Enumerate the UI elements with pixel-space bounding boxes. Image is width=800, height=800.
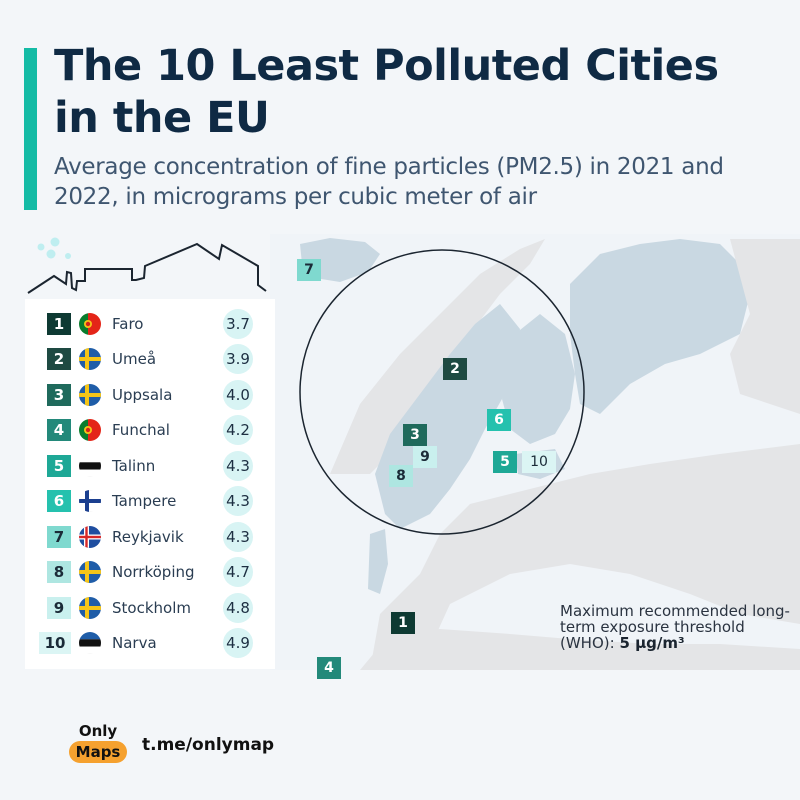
rank-badge: 7: [47, 526, 71, 548]
skyline-illustration: [22, 236, 278, 296]
rank-badge: 1: [47, 313, 71, 335]
brand-logo: Only Maps: [66, 722, 130, 763]
rank-badge: 6: [47, 490, 71, 512]
list-item: 5 Talinn 4.3: [25, 451, 275, 481]
list-item: 4 Funchal 4.2: [25, 415, 275, 445]
city-name: Funchal: [112, 421, 170, 439]
list-item: 6 Tampere 4.3: [25, 486, 275, 516]
map-marker-reykjavik: 7: [297, 259, 321, 281]
list-item: 1 Faro 3.7: [25, 309, 275, 339]
pm25-value: 4.0: [223, 380, 253, 410]
pm25-value: 4.8: [223, 593, 253, 623]
portugal-flag-icon: [79, 313, 101, 335]
rank-badge: 2: [47, 348, 71, 370]
city-name: Reykjavik: [112, 528, 184, 546]
map-marker-talinn: 5: [493, 451, 517, 473]
rank-badge: 4: [47, 419, 71, 441]
iceland-flag-icon: [79, 526, 101, 548]
brand-logo-top: Only: [78, 722, 118, 740]
who-threshold-text: Maximum recommended long-term exposure t…: [560, 602, 790, 652]
rank-badge: 8: [47, 561, 71, 583]
sweden-flag-icon: [79, 384, 101, 406]
pm25-value: 4.7: [223, 557, 253, 587]
map-marker-tampere: 6: [487, 409, 511, 431]
list-item: 9 Stockholm 4.8: [25, 593, 275, 623]
map-marker-faro: 1: [391, 612, 415, 634]
sweden-flag-icon: [79, 348, 101, 370]
sweden-flag-icon: [79, 597, 101, 619]
list-item: 3 Uppsala 4.0: [25, 380, 275, 410]
pm25-value: 4.2: [223, 415, 253, 445]
rank-badge: 5: [47, 455, 71, 477]
brand-link[interactable]: t.me/onlymap: [142, 735, 275, 755]
portugal-flag-icon: [79, 419, 101, 441]
city-name: Narva: [112, 634, 157, 652]
estonia-flag-icon: [79, 455, 101, 477]
list-item: 10 Narva 4.9: [25, 628, 275, 658]
pm25-value: 4.3: [223, 486, 253, 516]
sweden-flag-icon: [79, 561, 101, 583]
city-name: Stockholm: [112, 599, 191, 617]
pm25-value: 4.9: [223, 628, 253, 658]
map-marker-norrkoping: 8: [389, 465, 413, 487]
rank-badge: 10: [39, 632, 71, 654]
list-item: 7 Reykjavik 4.3: [25, 522, 275, 552]
city-name: Norrköping: [112, 563, 195, 581]
page-title: The 10 Least Polluted Cities in the EU: [54, 41, 719, 143]
map-marker-funchal: 4: [317, 657, 341, 679]
finland-flag-icon: [79, 490, 101, 512]
map-marker-narva: 10: [522, 451, 556, 473]
who-threshold-note: Maximum recommended long-term exposure t…: [560, 603, 796, 651]
list-item: 8 Norrköping 4.7: [25, 557, 275, 587]
city-name: Tampere: [112, 492, 177, 510]
ranking-list: 1 Faro 3.7 2 Umeå 3.9 3 Uppsala 4.0 4 Fu…: [25, 299, 275, 669]
city-name: Umeå: [112, 350, 157, 368]
map-marker-stockholm: 9: [413, 446, 437, 468]
pm25-value: 4.3: [223, 522, 253, 552]
rank-badge: 9: [47, 597, 71, 619]
map-marker-uppsala: 3: [403, 424, 427, 446]
city-name: Talinn: [112, 457, 156, 475]
rank-badge: 3: [47, 384, 71, 406]
city-name: Uppsala: [112, 386, 173, 404]
page-subtitle: Average concentration of fine particles …: [54, 154, 724, 210]
estonia-flag-icon: [79, 632, 101, 654]
who-threshold-value: 5 µg/m³: [619, 634, 685, 652]
title-accent-bar: [24, 48, 37, 210]
brand-logo-pill: Maps: [68, 741, 128, 763]
pm25-value: 3.7: [223, 309, 253, 339]
pm25-value: 4.3: [223, 451, 253, 481]
list-item: 2 Umeå 3.9: [25, 344, 275, 374]
pm25-value: 3.9: [223, 344, 253, 374]
map-illustration: [270, 234, 800, 670]
map-marker-umea: 2: [443, 358, 467, 380]
europe-map: [270, 234, 800, 670]
city-name: Faro: [112, 315, 144, 333]
